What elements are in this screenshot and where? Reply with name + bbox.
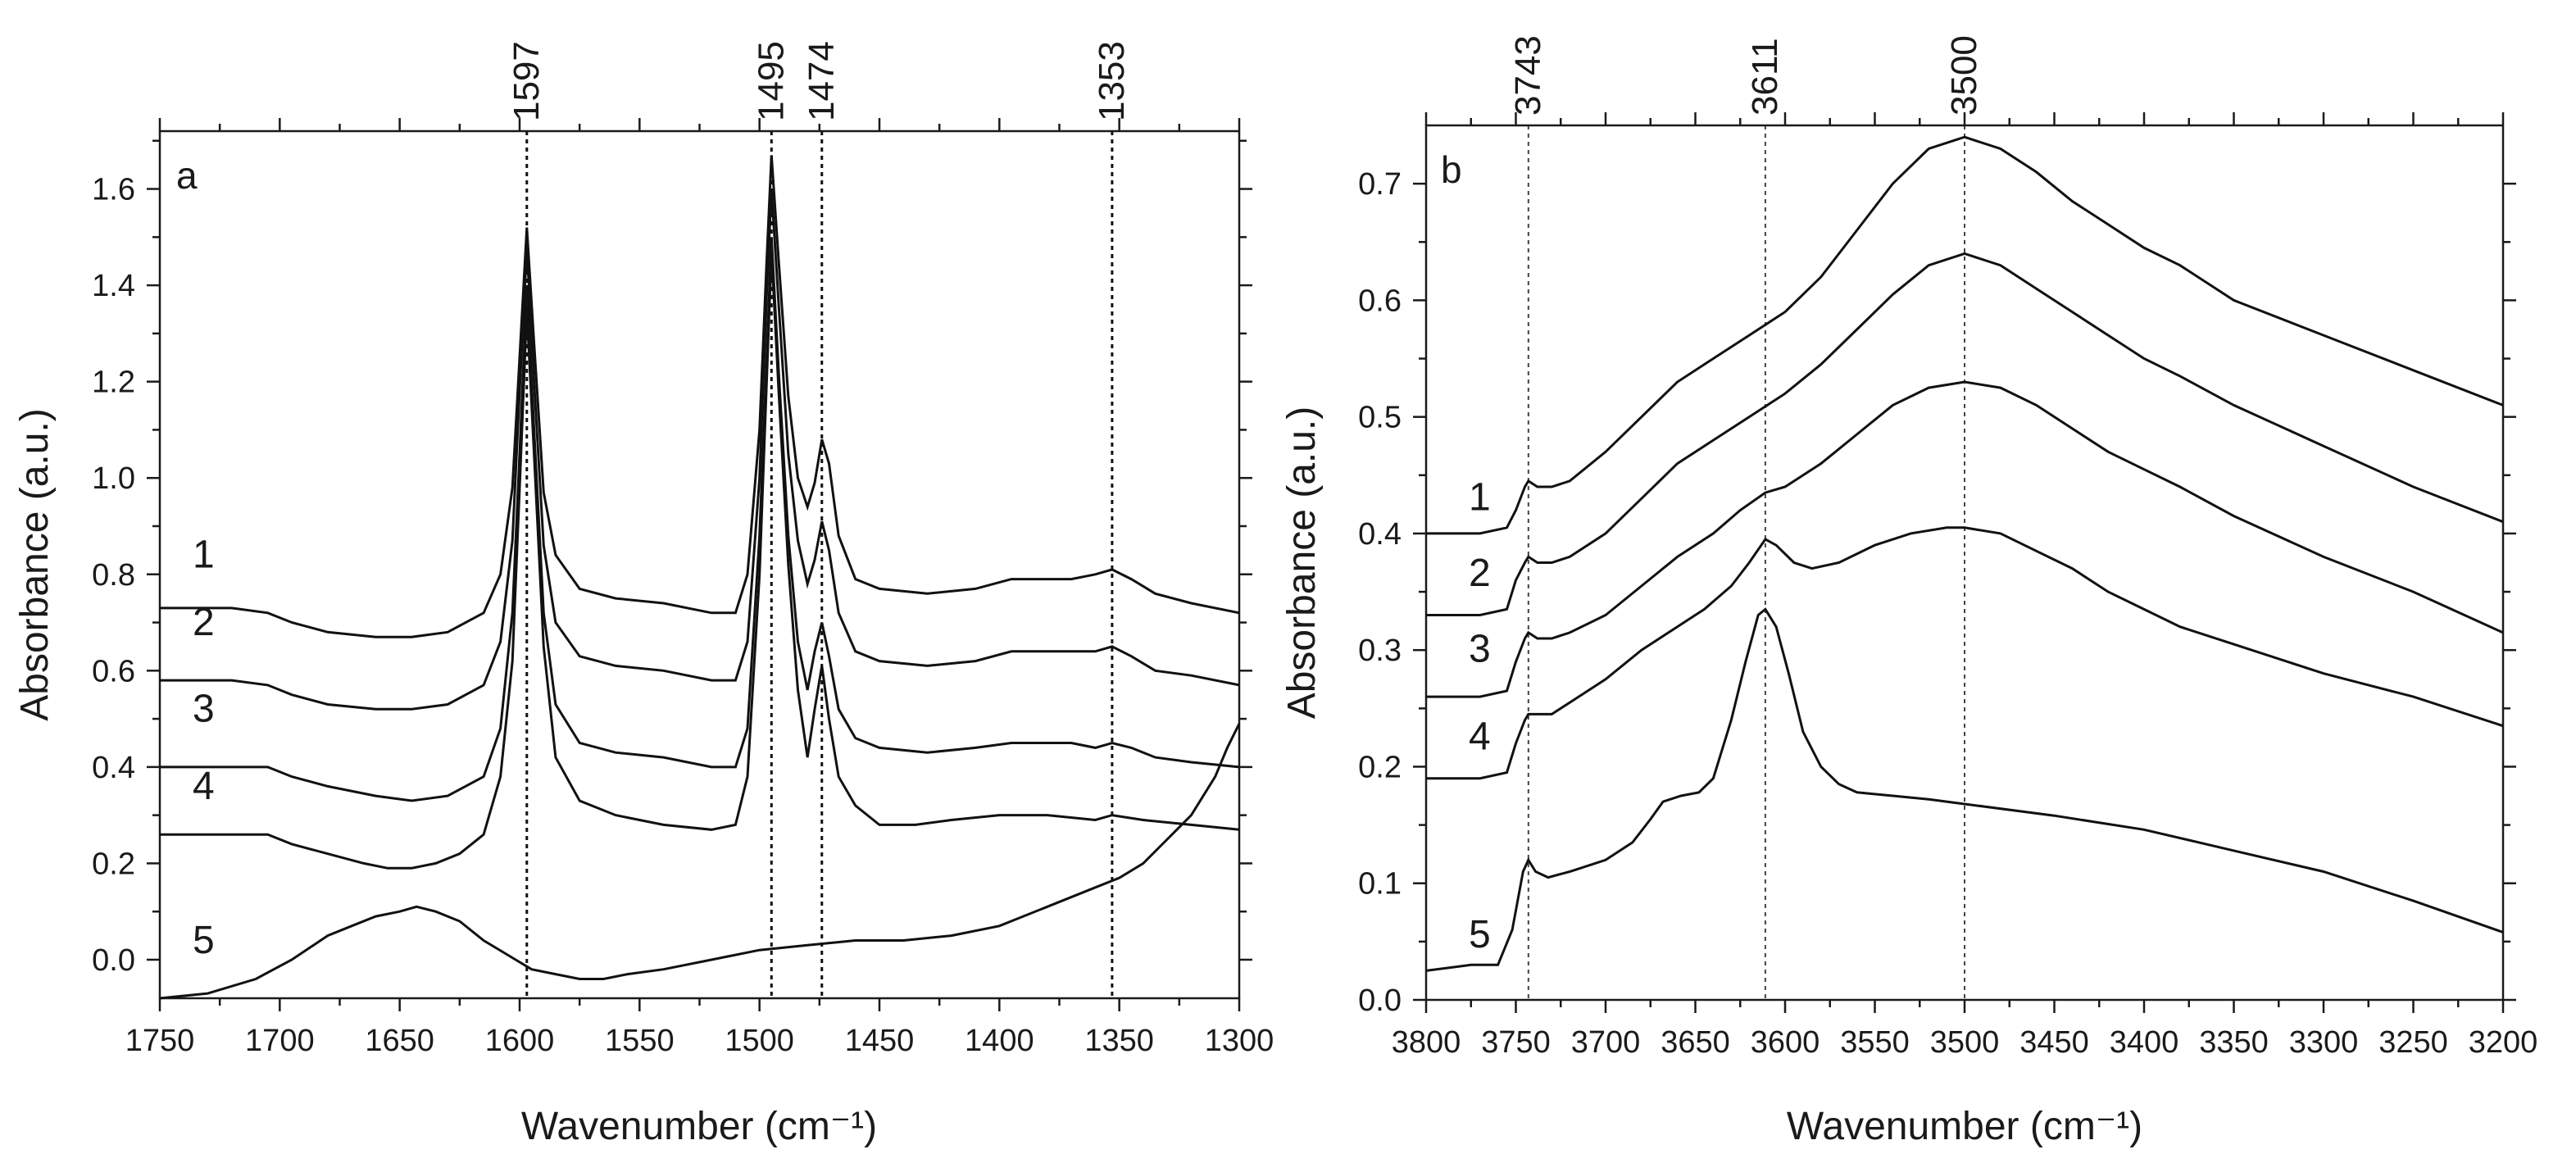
y-tick-label: 0.6: [92, 654, 135, 688]
series-line-5: [159, 723, 1241, 1000]
y-tick-label: 0.5: [1358, 401, 1402, 435]
panel-a-chart: 1597 1495 1474 1353 1750 1700 1650 1600 1550 1500…: [13, 41, 1274, 1148]
peak-label-1597: 1597: [507, 41, 547, 121]
y-tick-label: 0.1: [1358, 867, 1402, 902]
curve-label-1: 1: [193, 534, 215, 577]
x-tick-label: 3750: [1481, 1025, 1551, 1060]
y-tick-label: 0.2: [1358, 750, 1402, 784]
x-tick-label: 3400: [2110, 1025, 2179, 1060]
curve-label-4: 4: [193, 765, 215, 808]
x-tick-label: 3550: [1840, 1025, 1910, 1060]
x-tick-label: 3800: [1392, 1025, 1461, 1060]
x-tick-label: 1650: [365, 1024, 434, 1058]
curve-label-2: 2: [1469, 552, 1491, 595]
x-tick-label: 1550: [605, 1024, 675, 1058]
x-tick-label: 3300: [2289, 1025, 2359, 1060]
y-tick-label: 0.6: [1358, 284, 1402, 318]
x-tick-label: 1750: [125, 1024, 195, 1058]
x-tick-label: 3200: [2469, 1025, 2538, 1060]
x-tick-label: 1600: [485, 1024, 555, 1058]
y-tick-label: 0.2: [92, 847, 135, 881]
peak-label-1353: 1353: [1092, 41, 1132, 121]
panel-b-chart: 3743 3611 3500 3800 3750 3700 3650 3600 3550 3500…: [1280, 35, 2537, 1148]
x-axis-title: Wavenumber (cm⁻¹): [1787, 1105, 2142, 1148]
x-tick-label: 1350: [1084, 1024, 1154, 1058]
series-line-2: [1426, 252, 2504, 616]
y-tick-label: 1.6: [92, 173, 135, 207]
y-tick-label: 0.4: [92, 751, 135, 785]
y-tick-label: 1.2: [92, 366, 135, 400]
curve-label-3: 3: [1469, 628, 1491, 671]
x-tick-label: 3450: [2019, 1025, 2089, 1060]
x-tick-label: 3700: [1571, 1025, 1641, 1060]
y-tick-label: 1.4: [92, 269, 135, 303]
x-tick-label: 1300: [1205, 1024, 1274, 1058]
y-tick-label: 0.7: [1358, 167, 1402, 202]
y-tick-label: 0.8: [92, 558, 135, 593]
series-line-5: [1425, 607, 2504, 972]
curve-label-5: 5: [1469, 913, 1491, 956]
y-tick-label: 0.0: [1358, 983, 1402, 1018]
x-tick-label: 1450: [845, 1024, 915, 1058]
curve-label-2: 2: [193, 601, 215, 644]
x-tick-label: 3600: [1751, 1025, 1820, 1060]
y-tick-label: 0.3: [1358, 634, 1402, 668]
plot-frame: [158, 129, 1241, 1000]
panel-letter: a: [176, 154, 198, 197]
x-tick-label: 3500: [1930, 1025, 2000, 1060]
peak-label-1495: 1495: [751, 41, 791, 121]
series-line-3: [1426, 380, 2504, 698]
curve-label-3: 3: [193, 688, 215, 731]
peak-label-1474: 1474: [802, 41, 842, 121]
x-tick-label: 3250: [2378, 1025, 2448, 1060]
y-tick-label: 1.0: [92, 461, 135, 496]
x-tick-label: 1500: [725, 1024, 794, 1058]
series-line-1: [160, 155, 1240, 638]
peak-label-3743: 3743: [1508, 35, 1548, 116]
series-line-1: [1426, 135, 2504, 535]
y-tick-label: 0.4: [1358, 517, 1402, 552]
y-tick-label: 0.0: [92, 943, 135, 978]
x-tick-label: 1700: [245, 1024, 315, 1058]
peak-label-3500: 3500: [1944, 35, 1984, 116]
y-axis-title: Absorbance (a.u.): [13, 408, 57, 721]
series-line-2: [160, 189, 1240, 711]
series-line-4: [1426, 526, 2504, 780]
curve-label-1: 1: [1469, 476, 1491, 520]
y-axis-title: Absorbance (a.u.): [1280, 407, 1324, 720]
x-tick-label: 1400: [965, 1024, 1034, 1058]
x-tick-label: 3650: [1661, 1025, 1730, 1060]
x-axis-title: Wavenumber (cm⁻¹): [521, 1105, 877, 1148]
peak-label-3611: 3611: [1745, 38, 1785, 116]
series-line-3: [160, 237, 1240, 802]
curve-label-4: 4: [1469, 715, 1491, 758]
series-line-4: [160, 251, 1240, 870]
x-tick-label: 3350: [2199, 1025, 2269, 1060]
curve-label-5: 5: [193, 919, 215, 962]
panel-letter: b: [1441, 148, 1462, 191]
